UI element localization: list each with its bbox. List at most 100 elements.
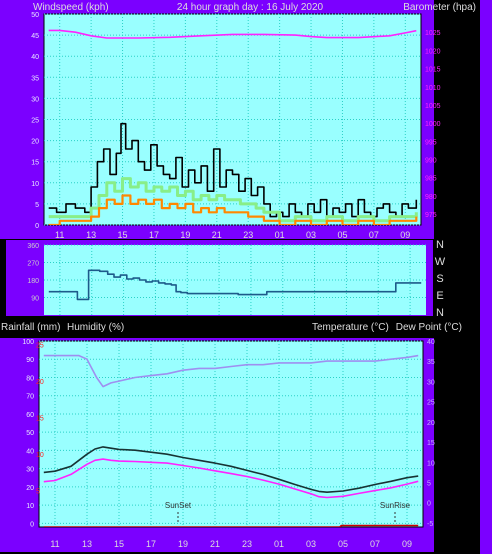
y-tick-right: 15 [427, 440, 435, 447]
y-tick-left: 90 [26, 357, 34, 364]
y-tick-right: 1025 [425, 30, 441, 37]
compass-s: S [436, 273, 443, 285]
y-tick-left: 180 [27, 278, 39, 285]
y-tick-right: 25 [427, 400, 435, 407]
y-tick-left: 40 [31, 54, 39, 61]
y-tick-left: 40 [26, 448, 34, 455]
x-tick-label: 05 [338, 539, 348, 549]
y-tick-right: 975 [425, 212, 437, 219]
x-tick-label: 21 [210, 539, 220, 549]
x-tick-label: 01 [275, 230, 285, 240]
y-tick-left: 360 [27, 243, 39, 250]
humidity-label: Humidity (%) [67, 322, 124, 333]
y-tick-right: 10 [427, 460, 435, 467]
sunrise-label: SunRise [380, 501, 411, 510]
series-wind-average [48, 177, 418, 223]
dewpoint-label: Dew Point (°C) [396, 322, 462, 333]
y-tick-left: 100 [22, 339, 34, 346]
y-tick-rain: 25 [36, 343, 44, 350]
x-tick-label: 15 [118, 230, 128, 240]
y-tick-left: 50 [31, 12, 39, 19]
temperature-plot-area [38, 340, 424, 528]
x-tick-label: 17 [146, 539, 156, 549]
y-tick-left: 20 [26, 485, 34, 492]
y-tick-left: 60 [26, 412, 34, 419]
y-tick-left: 35 [31, 75, 39, 82]
x-tick-label: 11 [50, 539, 59, 549]
y-tick-left: 80 [26, 375, 34, 382]
series-group [48, 269, 422, 301]
right-gutter [480, 0, 492, 554]
y-tick-left: 10 [26, 503, 34, 510]
compass-n-bottom: N [436, 307, 444, 319]
x-tick-label: 03 [306, 539, 316, 549]
y-tick-right: 1000 [425, 121, 441, 128]
y-tick-right: 0 [427, 501, 431, 508]
x-tick-label: 07 [370, 539, 380, 549]
compass-w: W [435, 256, 446, 268]
series-dew-point [43, 458, 419, 499]
x-tick-label: 09 [400, 230, 410, 240]
series-group [43, 354, 419, 527]
x-tick-label: 09 [402, 539, 412, 549]
y-tick-left: 70 [26, 394, 34, 401]
y-tick-right: 995 [425, 139, 437, 146]
series-wind-speed [48, 194, 418, 225]
y-tick-left: 270 [27, 261, 39, 268]
y-tick-right: 20 [427, 420, 435, 427]
y-tick-left: 0 [35, 223, 39, 230]
y-tick-left: 25 [31, 118, 39, 125]
rainfall-label: Rainfall (mm) [1, 322, 60, 333]
y-tick-right: 980 [425, 194, 437, 201]
y-tick-right: 1015 [425, 67, 441, 74]
x-tick-label: 03 [306, 230, 316, 240]
wind-plot-area [43, 13, 422, 226]
series-humidity [43, 354, 419, 388]
y-tick-left: 15 [31, 160, 39, 167]
y-tick-left: 5 [35, 202, 39, 209]
y-tick-right: 35 [427, 359, 435, 366]
compass-e: E [436, 290, 443, 302]
y-tick-left: 10 [31, 181, 39, 188]
y-tick-right: 1010 [425, 85, 441, 92]
series-barometer [48, 29, 417, 39]
series-group [48, 29, 418, 225]
y-tick-right: 30 [427, 379, 435, 386]
x-tick-label: 13 [86, 230, 96, 240]
y-tick-rain: 15 [36, 416, 44, 423]
y-tick-left: 30 [26, 467, 34, 474]
y-tick-right: 1005 [425, 103, 441, 110]
x-tick-label: 13 [82, 539, 92, 549]
y-tick-left: 90 [31, 296, 39, 303]
windspeed-title: Windspeed (kph) [33, 2, 109, 13]
x-tick-label: 15 [114, 539, 124, 549]
x-tick-label: 07 [369, 230, 379, 240]
y-tick-right: 990 [425, 158, 437, 165]
x-tick-label: 17 [149, 230, 159, 240]
compass-n-top: N [436, 239, 444, 251]
x-tick-label: 23 [242, 539, 252, 549]
date-title: 24 hour graph day : 16 July 2020 [177, 2, 324, 13]
y-tick-right: -5 [427, 521, 433, 528]
y-tick-rain: 5 [36, 489, 40, 496]
y-tick-left: 30 [31, 96, 39, 103]
x-tick-label: 19 [180, 230, 190, 240]
series-wind-direction [48, 269, 422, 301]
series-rainfall [43, 524, 419, 527]
y-tick-left: 20 [31, 139, 39, 146]
y-tick-left: 0 [30, 521, 34, 528]
barometer-title: Barometer (hpa) [403, 2, 476, 13]
x-tick-label: 19 [178, 539, 188, 549]
x-tick-label: 21 [212, 230, 222, 240]
y-tick-rain: 10 [36, 452, 44, 459]
y-tick-right: 5 [427, 481, 431, 488]
x-tick-label: 23 [243, 230, 253, 240]
series-temperature [43, 446, 419, 493]
y-tick-left: 50 [26, 430, 34, 437]
y-tick-right: 1020 [425, 48, 441, 55]
y-tick-right: 985 [425, 176, 437, 183]
temperature-label: Temperature (°C) [312, 322, 389, 333]
y-tick-left: 45 [31, 33, 39, 40]
sunset-label: SunSet [165, 501, 192, 510]
y-tick-right: 40 [427, 339, 435, 346]
